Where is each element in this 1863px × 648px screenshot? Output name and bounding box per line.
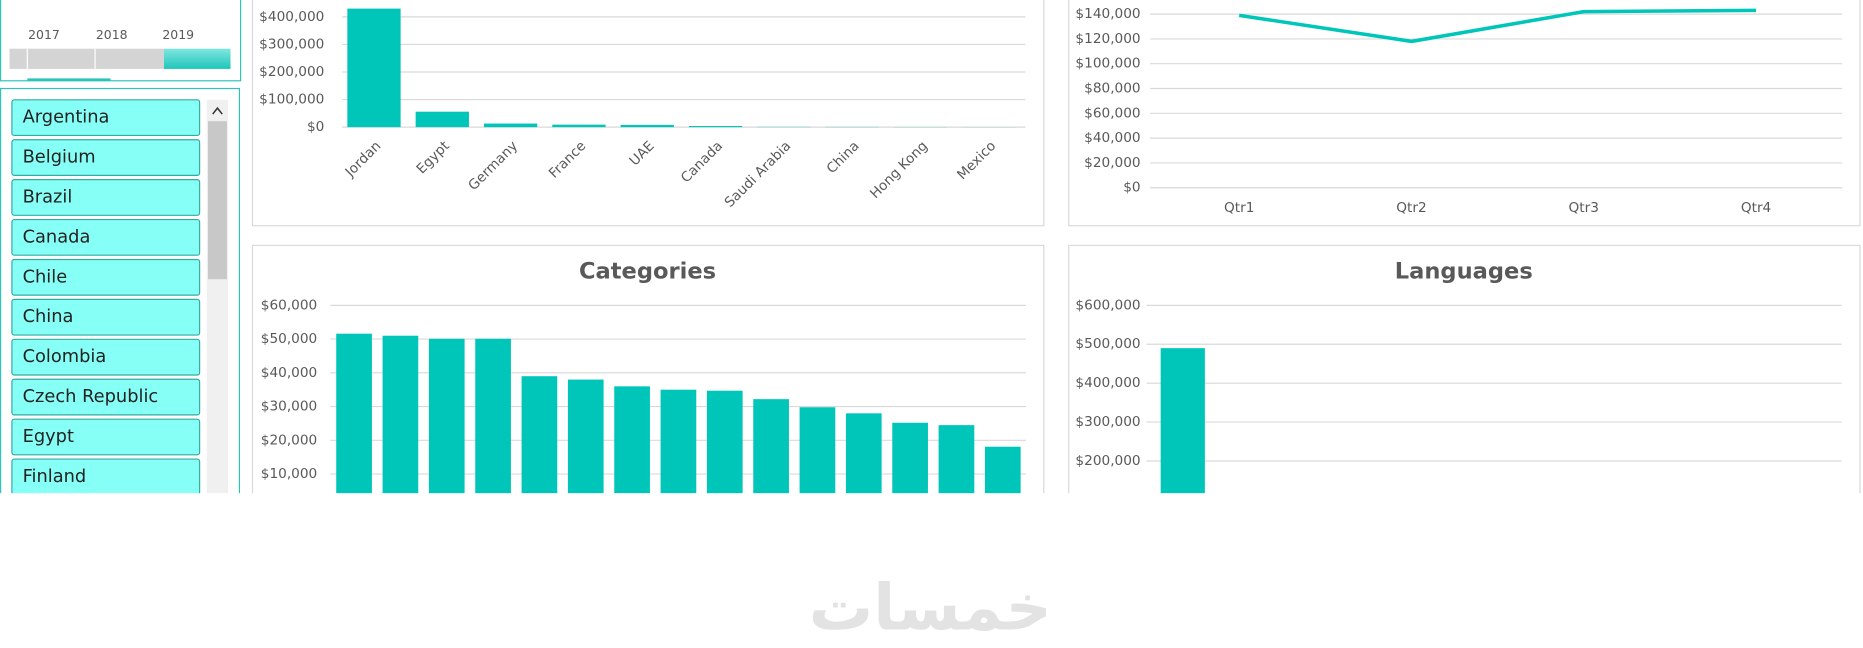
bar [753, 399, 789, 494]
x-tick-label: Jordan [342, 138, 385, 181]
y-tick-label: $50,000 [261, 331, 317, 347]
bar [567, 379, 604, 494]
slicer-button[interactable] [11, 378, 201, 416]
y-tick-label: $600,000 [1075, 297, 1140, 313]
slicer-button-label[interactable]: Czech Republic [23, 386, 159, 407]
chart-title: Categories [579, 259, 716, 285]
slicer-button-label[interactable]: Colombia [23, 346, 107, 367]
bar [706, 390, 743, 494]
slicer-scroll-thumb[interactable] [207, 121, 227, 280]
bar [984, 446, 1021, 494]
slicer-button-label[interactable]: Egypt [23, 426, 74, 447]
slicer-button-label[interactable]: Argentina [23, 107, 110, 128]
y-tick-label: $10,000 [261, 466, 317, 482]
timeline-selection[interactable] [163, 48, 231, 69]
chart-panel [251, 0, 1045, 227]
y-tick-label: $400,000 [259, 9, 324, 25]
y-tick-label: $200,000 [259, 64, 324, 80]
slicer-button[interactable] [11, 418, 201, 456]
y-tick-label: $400,000 [1075, 375, 1140, 391]
slicer-button[interactable] [11, 99, 201, 137]
x-tick-label: Hong Kong [867, 138, 931, 202]
x-tick-label: China [824, 138, 863, 177]
x-tick-label: Germany [465, 138, 521, 194]
bar [799, 407, 836, 494]
slicer-button-label[interactable]: Belgium [23, 147, 96, 168]
watermark: خمسات [809, 570, 1052, 645]
timeline-year[interactable]: 2017 [28, 27, 60, 42]
slicer-button[interactable] [11, 258, 201, 296]
bar [382, 335, 419, 494]
slicer-button[interactable] [11, 338, 201, 376]
y-tick-label: $120,000 [1075, 31, 1140, 47]
x-tick-label: France [546, 138, 589, 181]
y-tick-label: $100,000 [1075, 56, 1140, 72]
y-tick-label: $140,000 [1075, 6, 1140, 22]
x-tick-label: Canada [678, 138, 726, 186]
slicer-button[interactable] [11, 218, 201, 256]
bar [688, 126, 743, 128]
scroll-up-arrow[interactable] [212, 106, 223, 115]
x-tick-label: Egypt [414, 138, 454, 178]
y-tick-label: $20,000 [1084, 155, 1140, 171]
chart-panel [1068, 244, 1861, 494]
y-tick-label: $20,000 [261, 432, 317, 448]
bar [415, 111, 469, 128]
chart-title: Languages [1395, 259, 1533, 285]
y-tick-label: $80,000 [1084, 81, 1140, 97]
bar [845, 413, 882, 494]
y-tick-label: $0 [307, 119, 324, 135]
slicer-button[interactable] [11, 139, 201, 176]
content: 2017 2018 2019 Argentina Belgium Brazil Canada… [0, 0, 1861, 495]
bar [1160, 348, 1205, 494]
slicer-button[interactable] [11, 458, 201, 495]
x-tick-label: Qtr2 [1396, 200, 1426, 216]
y-tick-label: $300,000 [1075, 414, 1140, 430]
timeline-year[interactable]: 2019 [162, 27, 194, 42]
timeline-year[interactable]: 2018 [96, 27, 128, 42]
y-tick-label: $200,000 [1075, 453, 1140, 469]
x-tick-label: Qtr4 [1741, 200, 1771, 216]
y-tick-label: $30,000 [261, 399, 317, 415]
bar [347, 8, 401, 128]
y-tick-label: $500,000 [1075, 336, 1140, 352]
bar [552, 124, 606, 128]
bar [620, 124, 674, 128]
slicer-button-label[interactable]: Finland [23, 466, 87, 487]
bar [521, 376, 558, 494]
x-tick-label: Qtr1 [1224, 200, 1254, 216]
y-tick-label: $300,000 [259, 36, 324, 52]
bar [428, 338, 465, 494]
chart-panel [1068, 0, 1861, 227]
x-tick-label: Qtr3 [1569, 200, 1599, 216]
bar [660, 389, 697, 494]
bar [938, 425, 975, 494]
slicer-button-label[interactable]: Chile [23, 266, 68, 287]
x-tick-label: Saudi Arabia [722, 138, 795, 211]
slicer-button[interactable] [11, 179, 201, 216]
y-tick-label: $40,000 [1084, 130, 1140, 146]
x-tick-label: UAE [627, 138, 658, 169]
bar [892, 422, 928, 494]
slicer-button-label[interactable]: Canada [23, 226, 91, 247]
x-tick-label: Mexico [954, 138, 999, 183]
y-tick-label: $0 [1123, 180, 1140, 196]
bar [483, 123, 538, 128]
y-tick-label: $60,000 [261, 297, 317, 313]
bar [475, 338, 511, 494]
y-tick-label: $40,000 [261, 365, 317, 381]
line [1238, 8, 1757, 44]
bar [336, 333, 372, 494]
bar [614, 386, 650, 494]
slicer-button[interactable] [11, 298, 201, 336]
slicer-button-label[interactable]: China [23, 306, 74, 327]
slicer-button-label[interactable]: Brazil [23, 186, 73, 207]
timeline-bar [9, 48, 164, 69]
y-tick-label: $100,000 [259, 92, 324, 108]
chart-panel [251, 244, 1045, 494]
y-tick-label: $60,000 [1084, 105, 1140, 121]
